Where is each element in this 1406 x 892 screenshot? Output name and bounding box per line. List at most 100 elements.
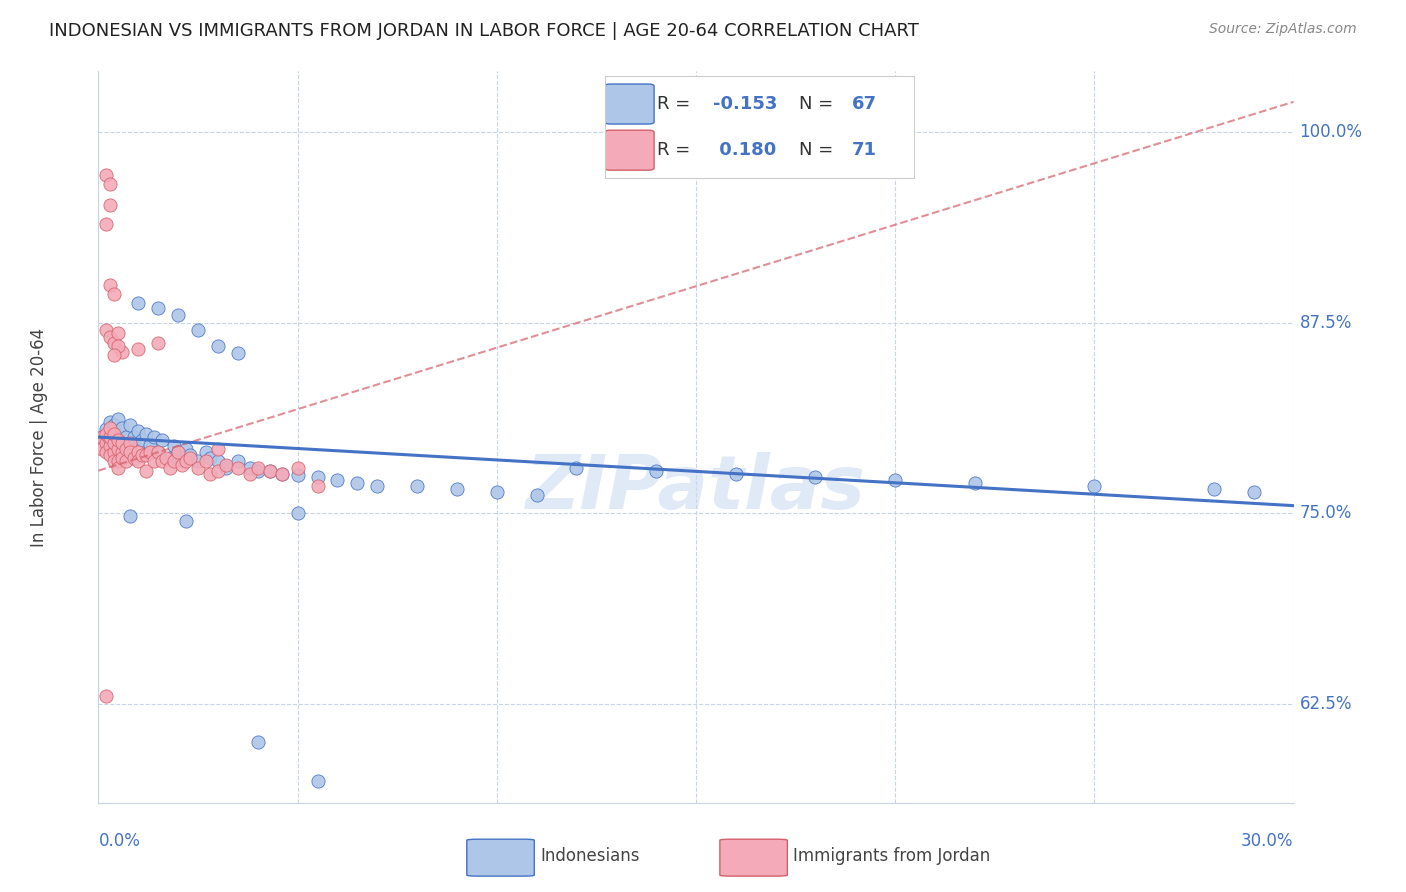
- Point: [198, 451, 221, 466]
- Text: 0.180: 0.180: [713, 141, 776, 159]
- Point: [98, 449, 122, 463]
- Point: [207, 339, 229, 353]
- Point: [98, 421, 122, 435]
- Point: [98, 177, 122, 191]
- Point: [96, 436, 118, 450]
- Point: [207, 454, 229, 468]
- Point: [174, 454, 197, 468]
- Point: [111, 421, 134, 435]
- Point: [103, 417, 125, 432]
- Point: [111, 436, 134, 450]
- Point: [96, 433, 118, 447]
- Text: ZIPatlas: ZIPatlas: [526, 451, 866, 524]
- Point: [148, 335, 170, 350]
- Point: [287, 506, 309, 520]
- Point: [107, 326, 129, 341]
- Point: [127, 424, 149, 438]
- Point: [1202, 482, 1225, 496]
- Point: [259, 464, 281, 478]
- Point: [103, 445, 125, 459]
- Point: [124, 451, 146, 466]
- Point: [179, 449, 201, 463]
- Point: [195, 454, 218, 468]
- Point: [167, 308, 190, 322]
- Point: [174, 514, 197, 528]
- FancyBboxPatch shape: [720, 839, 787, 876]
- Point: [98, 277, 122, 292]
- Point: [96, 445, 118, 459]
- Point: [307, 479, 329, 493]
- Point: [172, 458, 194, 472]
- Point: [98, 198, 122, 212]
- Point: [187, 454, 209, 468]
- Point: [127, 296, 149, 310]
- Text: -0.153: -0.153: [713, 95, 778, 112]
- Point: [172, 453, 194, 467]
- Point: [120, 509, 142, 524]
- FancyBboxPatch shape: [467, 839, 534, 876]
- Point: [135, 427, 157, 442]
- Point: [103, 286, 125, 301]
- Point: [91, 430, 114, 444]
- Point: [111, 445, 134, 459]
- Point: [207, 464, 229, 478]
- Point: [287, 460, 309, 475]
- Point: [246, 460, 269, 475]
- Point: [1083, 479, 1105, 493]
- Text: R =: R =: [657, 141, 696, 159]
- Point: [115, 454, 138, 468]
- Point: [226, 454, 249, 468]
- Point: [187, 460, 209, 475]
- Point: [307, 774, 329, 789]
- Text: N =: N =: [800, 141, 839, 159]
- Point: [215, 458, 238, 472]
- Point: [163, 454, 186, 468]
- Text: INDONESIAN VS IMMIGRANTS FROM JORDAN IN LABOR FORCE | AGE 20-64 CORRELATION CHAR: INDONESIAN VS IMMIGRANTS FROM JORDAN IN …: [49, 22, 920, 40]
- Point: [96, 168, 118, 182]
- Point: [366, 479, 388, 493]
- Point: [155, 451, 177, 466]
- Point: [179, 451, 201, 466]
- Point: [187, 323, 209, 337]
- Point: [150, 454, 173, 468]
- Point: [226, 460, 249, 475]
- FancyBboxPatch shape: [605, 84, 654, 124]
- Point: [307, 469, 329, 483]
- Point: [139, 438, 162, 452]
- Point: [91, 430, 114, 444]
- Point: [246, 735, 269, 749]
- Point: [107, 339, 129, 353]
- Point: [120, 438, 142, 452]
- Point: [207, 442, 229, 457]
- Point: [96, 217, 118, 231]
- Point: [406, 479, 429, 493]
- Point: [526, 488, 548, 502]
- Point: [143, 454, 166, 468]
- Point: [98, 439, 122, 453]
- Point: [446, 482, 468, 496]
- Point: [131, 449, 153, 463]
- Point: [103, 348, 125, 362]
- Text: 30.0%: 30.0%: [1241, 832, 1294, 850]
- Point: [139, 445, 162, 459]
- Point: [111, 436, 134, 450]
- Point: [98, 438, 122, 452]
- Point: [127, 445, 149, 459]
- Point: [96, 427, 118, 442]
- Point: [565, 460, 588, 475]
- Point: [124, 430, 146, 444]
- Point: [239, 467, 262, 481]
- Point: [115, 442, 138, 457]
- Point: [107, 433, 129, 447]
- Point: [159, 451, 181, 466]
- Point: [103, 454, 125, 468]
- Point: [91, 442, 114, 457]
- Point: [148, 445, 170, 459]
- Point: [326, 473, 349, 487]
- Point: [270, 467, 292, 481]
- Point: [148, 445, 170, 459]
- Point: [167, 445, 190, 459]
- Point: [246, 464, 269, 478]
- Text: Source: ZipAtlas.com: Source: ZipAtlas.com: [1209, 22, 1357, 37]
- Point: [167, 445, 190, 459]
